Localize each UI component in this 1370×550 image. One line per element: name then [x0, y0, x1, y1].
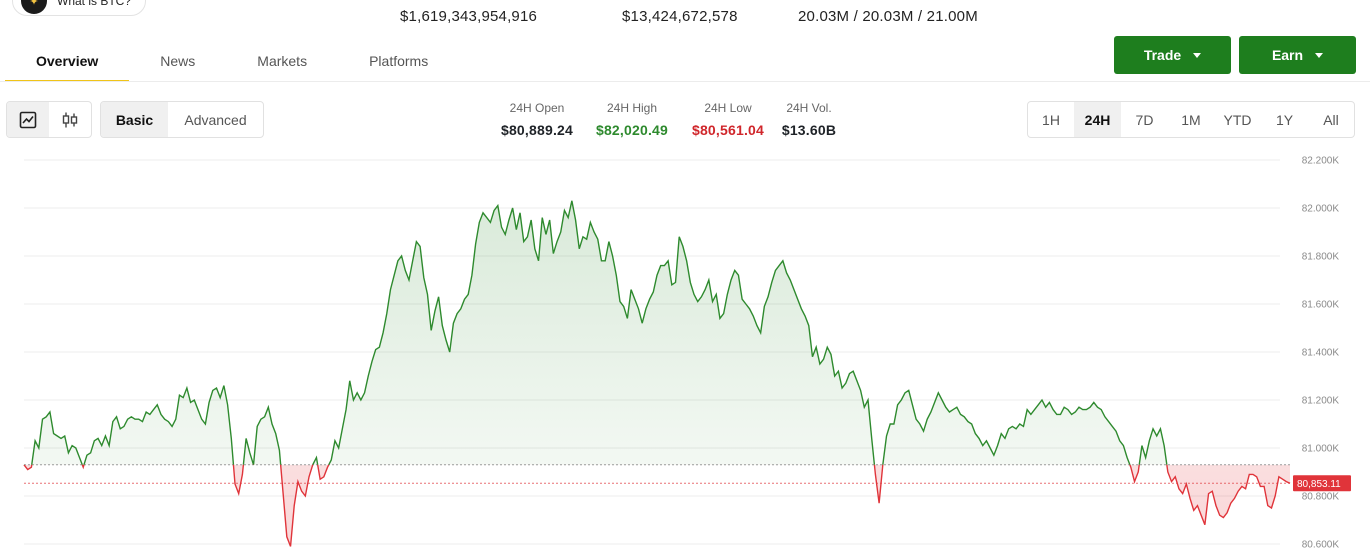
range-all[interactable]: All — [1323, 111, 1339, 128]
candlestick-icon — [62, 112, 78, 127]
tabs-divider — [0, 81, 1370, 82]
basic-view-button[interactable]: Basic — [101, 102, 168, 137]
trade-button[interactable]: Trade — [1114, 36, 1231, 74]
chevron-down-icon — [1193, 52, 1202, 58]
stat-label: 24H High — [606, 101, 658, 115]
trade-button-label: Trade — [1143, 47, 1182, 63]
stat-value: $13.60B — [781, 122, 837, 138]
range-24h[interactable]: 24H — [1074, 102, 1121, 137]
what-is-btc-chip[interactable]: ✦ What is BTC? — [12, 0, 147, 16]
stat-24h-low: 24H Low $80,561.04 — [685, 101, 771, 138]
range-7d[interactable]: 7D — [1135, 111, 1154, 128]
view-mode-toggle: Basic Advanced — [100, 101, 264, 138]
y-axis-labels: 82.200K 82.000K 81.800K 81.600K 81.400K 81.20… — [1302, 156, 1340, 550]
y-tick-label: 80.600K — [1302, 540, 1340, 550]
y-tick-label: 80.800K — [1302, 492, 1340, 503]
market-cap-value: $1,619,343,954,916 — [400, 8, 538, 25]
tab-markets[interactable]: Markets — [257, 53, 308, 69]
stat-value: $80,889.24 — [500, 122, 574, 138]
price-line-down — [23, 464, 1291, 547]
range-1h[interactable]: 1H — [1042, 111, 1060, 128]
y-tick-label: 81.600K — [1302, 300, 1340, 311]
y-tick-label: 81.800K — [1302, 252, 1340, 263]
time-range-selector: 1H 24H 7D 1M YTD 1Y All — [1027, 101, 1355, 138]
y-tick-label: 81.200K — [1302, 396, 1340, 407]
line-chart-icon — [19, 111, 37, 128]
stat-24h-volume: 24H Vol. $13.60B — [781, 101, 837, 138]
stat-label: 24H Low — [704, 101, 752, 115]
y-tick-label: 82.200K — [1302, 156, 1340, 167]
y-tick-label: 81.000K — [1302, 444, 1340, 455]
tab-news[interactable]: News — [160, 53, 196, 69]
current-price-tag-bg — [1293, 475, 1351, 492]
price-chart: 82.200K 82.000K 81.800K 81.600K 81.400K 81.20… — [23, 156, 1351, 550]
candlestick-button[interactable] — [49, 102, 91, 137]
y-tick-label: 81.400K — [1302, 348, 1340, 359]
current-price-tag: 80,853.11 — [1293, 475, 1351, 492]
chip-label: What is BTC? — [57, 0, 132, 8]
supply-value: 20.03M / 20.03M / 21.00M — [798, 8, 978, 25]
chevron-down-icon — [1315, 52, 1324, 58]
chart-type-toggle — [6, 101, 92, 138]
y-tick-label: 82.000K — [1302, 204, 1340, 215]
stat-value: $80,561.04 — [691, 122, 765, 138]
range-1m[interactable]: 1M — [1181, 111, 1201, 128]
stat-value: $82,020.49 — [595, 122, 669, 138]
stat-24h-open: 24H Open $80,889.24 — [494, 101, 580, 138]
stat-label: 24H Open — [509, 101, 565, 115]
current-price-tag-label: 80,853.11 — [1297, 479, 1341, 490]
stat-24h-high: 24H High $82,020.49 — [589, 101, 675, 138]
earn-button[interactable]: Earn — [1239, 36, 1356, 74]
volume-value: $13,424,672,578 — [622, 8, 738, 25]
line-chart-button[interactable] — [7, 102, 49, 137]
sparkle-icon: ✦ — [21, 0, 47, 14]
area-above-baseline — [31, 200, 1167, 465]
price-line-up — [24, 200, 1168, 465]
section-tabs: Overview News Markets Platforms — [5, 40, 459, 82]
range-1y[interactable]: 1Y — [1275, 111, 1294, 128]
tab-platforms[interactable]: Platforms — [369, 53, 429, 69]
earn-button-label: Earn — [1271, 47, 1304, 63]
range-ytd[interactable]: YTD — [1223, 111, 1252, 128]
stat-label: 24H Vol. — [786, 101, 832, 115]
tab-overview[interactable]: Overview — [5, 40, 130, 82]
advanced-view-button[interactable]: Advanced — [184, 111, 247, 128]
